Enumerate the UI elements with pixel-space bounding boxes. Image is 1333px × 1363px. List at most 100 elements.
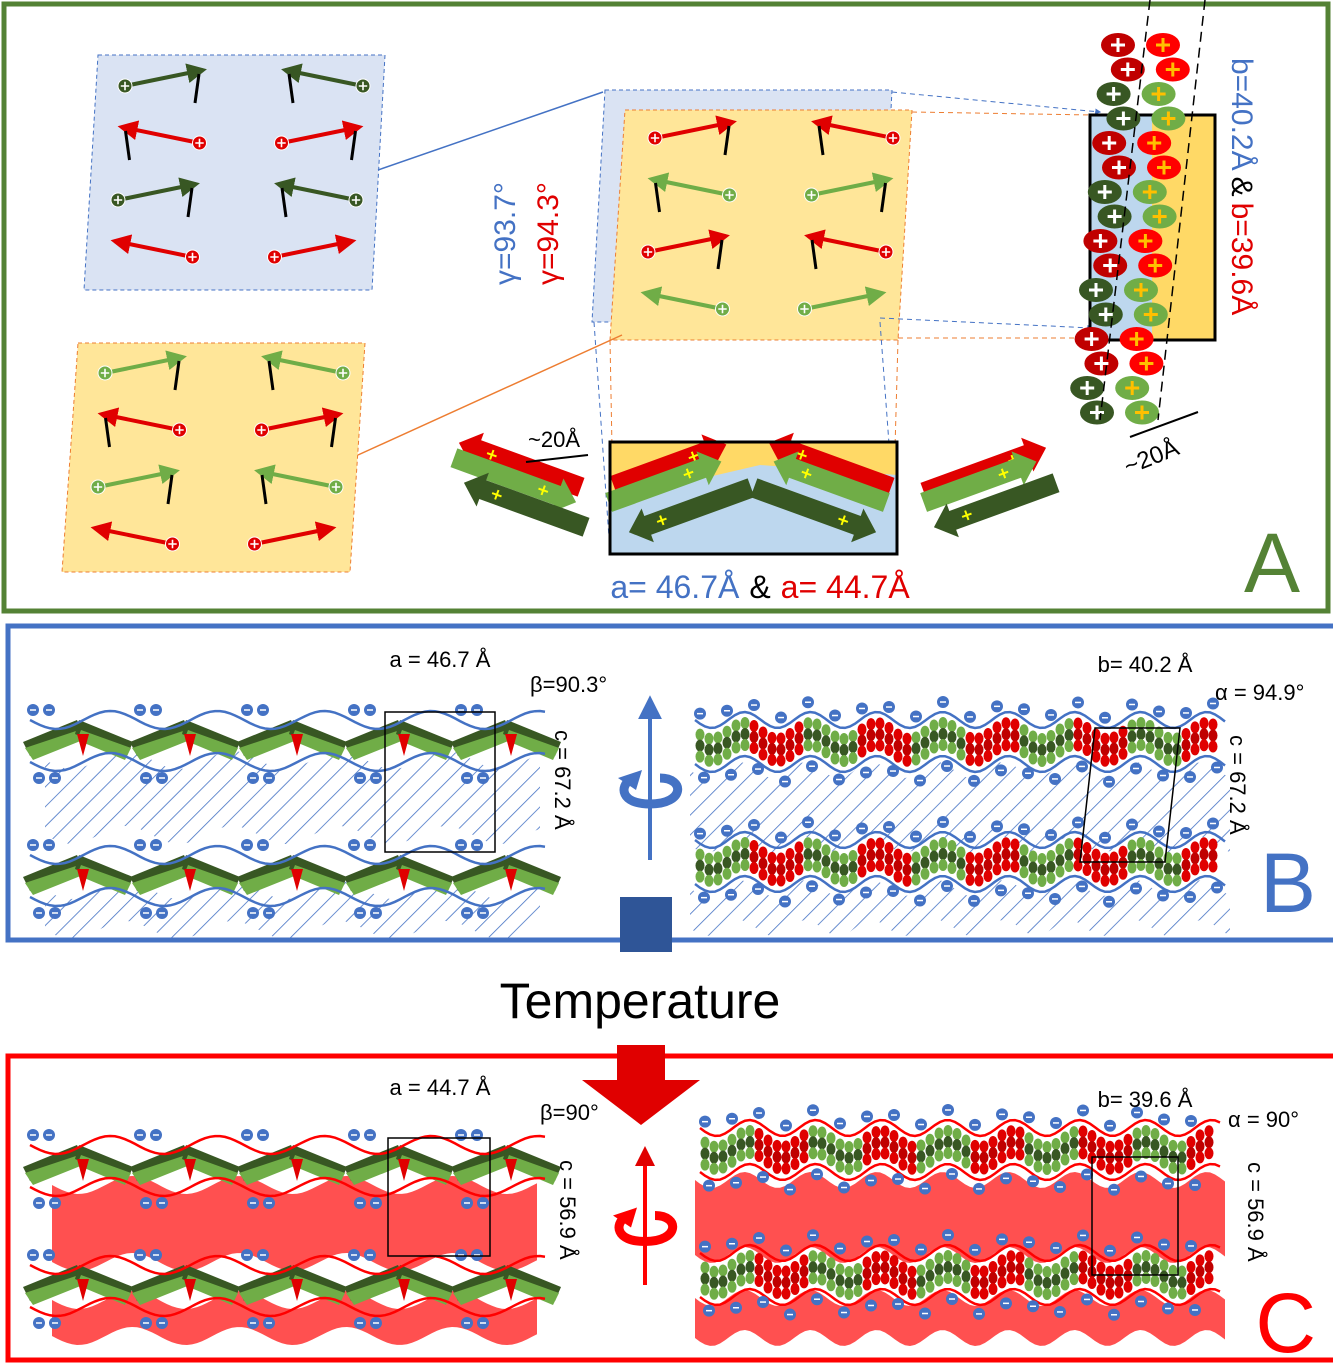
molecule: [903, 864, 912, 876]
molecule: [926, 1281, 935, 1293]
molecule: [773, 1151, 782, 1163]
molecule: [795, 732, 804, 744]
molecule: [1106, 1266, 1115, 1278]
molecule: [953, 1139, 962, 1151]
molecule: [939, 859, 948, 871]
molecule: [714, 874, 723, 886]
molecule: [1020, 735, 1029, 747]
molecule: [1196, 1129, 1205, 1141]
molecule: [1137, 848, 1146, 860]
molecule: [714, 732, 723, 744]
molecule: [1205, 1250, 1214, 1262]
molecule: [840, 864, 849, 876]
molecule: [876, 728, 885, 740]
molecule: [854, 1160, 863, 1172]
strand-tip: [77, 1279, 89, 1301]
b-lattice: b=40.2Å&b=39.6Å: [1225, 58, 1258, 315]
molecule: [1151, 1150, 1160, 1162]
molecule: [1191, 841, 1200, 853]
molecule: [737, 1149, 746, 1161]
molecule: [872, 1126, 881, 1138]
molecule: [984, 750, 993, 762]
molecule: [872, 1273, 881, 1285]
molecule: [1029, 862, 1038, 874]
molecule: [881, 1136, 890, 1148]
molecule: [1020, 866, 1029, 878]
molecule: [813, 860, 822, 872]
molecule: [894, 849, 903, 861]
molecule: [885, 744, 894, 756]
molecule: [876, 739, 885, 751]
molecule: [840, 875, 849, 887]
molecule: [1191, 852, 1200, 864]
molecule: [980, 1163, 989, 1175]
molecule: [777, 744, 786, 756]
molecule: [782, 1163, 791, 1175]
molecule: [1173, 853, 1182, 865]
molecule: [908, 1288, 917, 1300]
molecule: [723, 846, 732, 858]
molecule: [786, 750, 795, 762]
molecule: [1205, 1136, 1214, 1148]
molecule: [782, 1266, 791, 1278]
molecule: [1160, 1271, 1169, 1283]
molecule: [1056, 745, 1065, 757]
molecule: [1065, 838, 1074, 850]
molecule: [930, 861, 939, 873]
c-param: c = 67.2 Å: [550, 730, 575, 830]
molecule: [750, 862, 759, 874]
molecule: [1160, 1146, 1169, 1158]
molecule: [948, 851, 957, 863]
molecule: [1137, 717, 1146, 729]
molecule: [953, 1253, 962, 1265]
molecule: [710, 1266, 719, 1278]
layer-band: [690, 880, 1230, 936]
molecule: [948, 720, 957, 732]
molecule: [1079, 1272, 1088, 1284]
strand-tip: [291, 1159, 303, 1181]
molecule: [1083, 842, 1092, 854]
molecule: [1142, 1250, 1151, 1262]
molecule: [1047, 861, 1056, 873]
spacing-label: ~20Å: [1120, 433, 1183, 480]
molecule: [1187, 1136, 1196, 1148]
strand-tip: [505, 1159, 517, 1181]
molecule: [1151, 1139, 1160, 1151]
molecule: [1106, 1288, 1115, 1300]
molecule: [1011, 849, 1020, 861]
molecule: [791, 1283, 800, 1295]
molecule: [1092, 729, 1101, 741]
molecule: [800, 1151, 809, 1163]
c-param: c = 67.2 Å: [1225, 735, 1250, 835]
connector: [594, 322, 610, 552]
molecule: [737, 1252, 746, 1264]
molecule: [980, 1141, 989, 1153]
molecule: [1146, 731, 1155, 743]
molecule: [714, 743, 723, 755]
molecule: [912, 852, 921, 864]
molecule: [1182, 739, 1191, 751]
molecule: [1034, 1161, 1043, 1173]
molecule: [777, 853, 786, 865]
molecule: [917, 1162, 926, 1174]
molecule: [993, 852, 1002, 864]
molecule: [696, 751, 705, 763]
molecule: [737, 1274, 746, 1286]
molecule: [899, 1148, 908, 1160]
strand-tip: [398, 1159, 410, 1181]
molecule: [930, 719, 939, 731]
molecule: [737, 1127, 746, 1139]
molecule: [935, 1252, 944, 1264]
molecule: [800, 1276, 809, 1288]
molecule: [1155, 738, 1164, 750]
molecule: [696, 729, 705, 741]
molecule: [966, 863, 975, 875]
molecule: [1034, 1264, 1043, 1276]
molecule: [858, 854, 867, 866]
molecule: [944, 1261, 953, 1273]
molecule: [705, 733, 714, 745]
molecule: [912, 743, 921, 755]
molecule: [831, 873, 840, 885]
connector: [610, 340, 612, 448]
molecule: [786, 848, 795, 860]
